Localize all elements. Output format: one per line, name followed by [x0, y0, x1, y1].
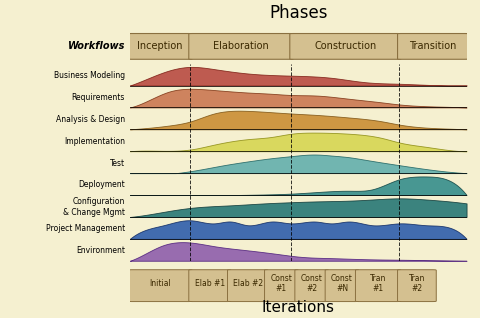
FancyBboxPatch shape	[355, 270, 400, 301]
FancyBboxPatch shape	[188, 33, 292, 59]
FancyBboxPatch shape	[289, 33, 400, 59]
Text: Initial: Initial	[149, 279, 171, 288]
Text: Const
#1: Const #1	[270, 274, 292, 294]
FancyBboxPatch shape	[396, 33, 467, 59]
Text: Elaboration: Elaboration	[213, 40, 268, 51]
Text: Elab #2: Elab #2	[232, 279, 262, 288]
Text: Implementation: Implementation	[64, 137, 125, 146]
FancyBboxPatch shape	[324, 270, 358, 301]
Text: Configuration
& Change Mgmt: Configuration & Change Mgmt	[63, 197, 125, 217]
Text: Construction: Construction	[313, 40, 376, 51]
Text: Environment: Environment	[76, 246, 125, 255]
FancyBboxPatch shape	[128, 33, 192, 59]
Text: Const
#2: Const #2	[300, 274, 322, 294]
Text: Transition: Transition	[408, 40, 456, 51]
FancyBboxPatch shape	[188, 270, 230, 301]
Text: Tran
#2: Tran #2	[408, 274, 424, 294]
Text: Elab #1: Elab #1	[194, 279, 225, 288]
Text: Project Management: Project Management	[46, 224, 125, 233]
Text: Phases: Phases	[268, 4, 327, 22]
Text: Iterations: Iterations	[261, 300, 334, 315]
Text: Analysis & Design: Analysis & Design	[56, 115, 125, 124]
Text: Const
#N: Const #N	[330, 274, 352, 294]
Text: Tran
#1: Tran #1	[369, 274, 385, 294]
FancyBboxPatch shape	[227, 270, 267, 301]
Text: Inception: Inception	[137, 40, 182, 51]
Text: Test: Test	[110, 159, 125, 168]
Text: Deployment: Deployment	[78, 180, 125, 190]
FancyBboxPatch shape	[264, 270, 298, 301]
FancyBboxPatch shape	[396, 270, 435, 301]
Text: Requirements: Requirements	[72, 93, 125, 102]
FancyBboxPatch shape	[294, 270, 328, 301]
Text: Workflows: Workflows	[68, 41, 125, 51]
FancyBboxPatch shape	[128, 270, 192, 301]
Text: Business Modeling: Business Modeling	[54, 71, 125, 80]
